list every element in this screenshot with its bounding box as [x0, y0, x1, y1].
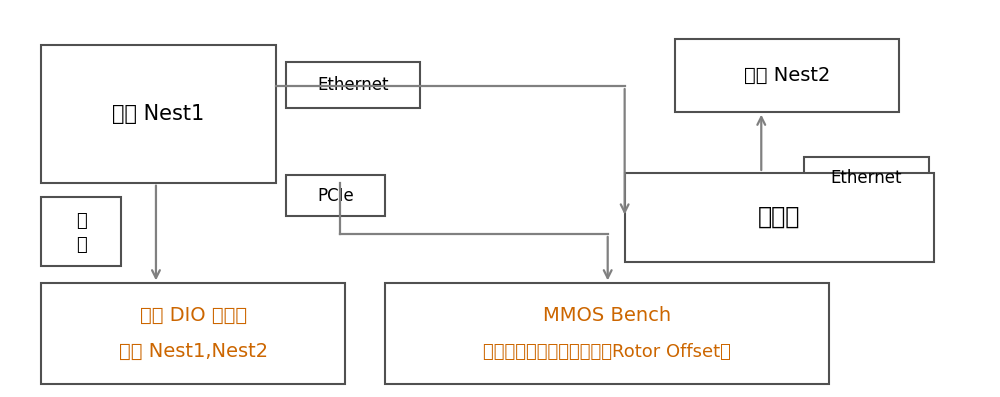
Text: 串: 串 [76, 212, 87, 230]
Text: 自制 DIO 控制板: 自制 DIO 控制板 [140, 306, 247, 325]
Text: 电脑 Nest1: 电脑 Nest1 [112, 104, 205, 124]
Text: Ethernet: Ethernet [317, 76, 389, 94]
Bar [286, 62, 420, 108]
Bar [286, 175, 385, 216]
Text: 口: 口 [76, 236, 87, 254]
Text: PCIe: PCIe [317, 187, 354, 204]
Text: 电脑 Nest2: 电脑 Nest2 [744, 66, 830, 85]
Bar [675, 39, 899, 112]
Bar [41, 45, 276, 183]
Text: 切换 Nest1,Nest2: 切换 Nest1,Nest2 [119, 342, 268, 361]
Bar [804, 157, 929, 198]
Bar [41, 283, 345, 384]
Text: 路由器: 路由器 [758, 205, 800, 229]
Text: 测试产品马达的机械零位（Rotor Offset）: 测试产品马达的机械零位（Rotor Offset） [483, 343, 731, 360]
Text: Ethernet: Ethernet [831, 169, 902, 187]
Text: MMOS Bench: MMOS Bench [543, 306, 671, 325]
Bar [41, 197, 121, 266]
Bar [625, 173, 934, 262]
Bar [385, 283, 829, 384]
